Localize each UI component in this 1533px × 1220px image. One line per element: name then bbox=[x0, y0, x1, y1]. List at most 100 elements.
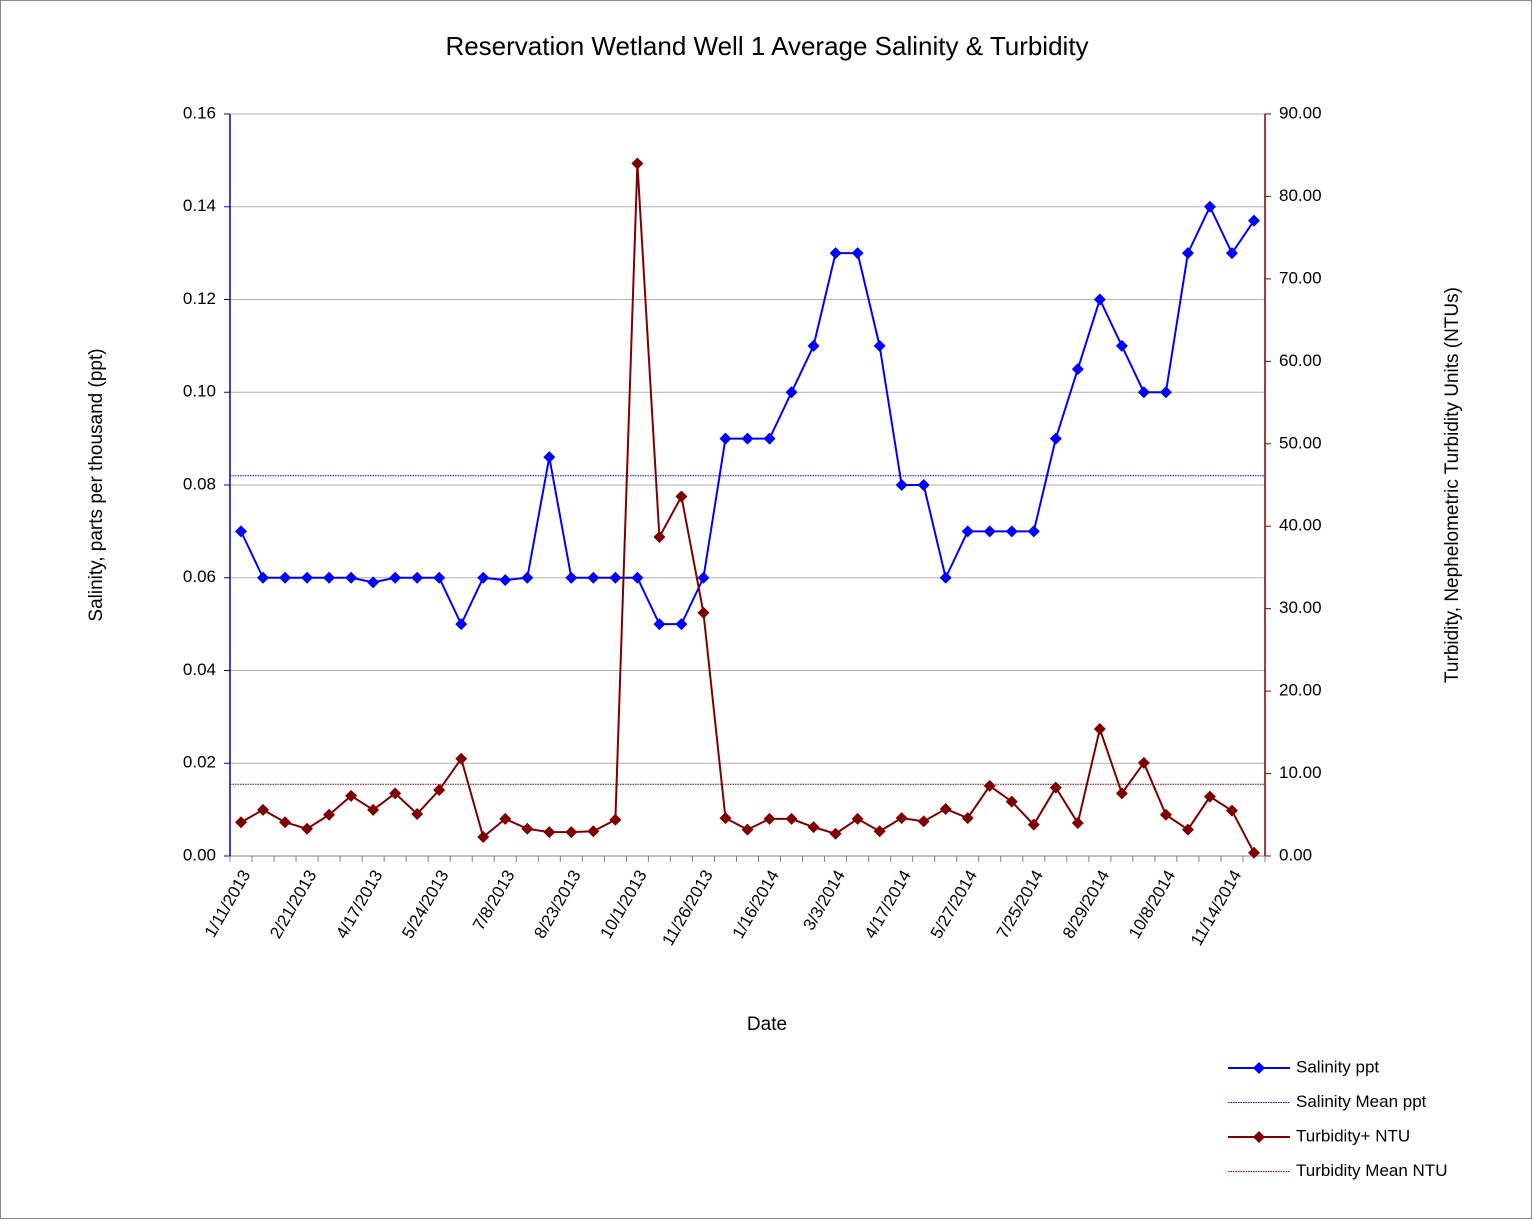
data-point bbox=[719, 432, 732, 445]
data-point bbox=[587, 571, 600, 584]
data-point bbox=[1137, 756, 1150, 769]
data-point bbox=[1005, 525, 1018, 538]
data-point bbox=[323, 571, 336, 584]
data-point bbox=[411, 571, 424, 584]
data-point bbox=[785, 386, 798, 399]
data-point bbox=[433, 784, 446, 797]
y2-tick-label: 70.00 bbox=[1279, 268, 1322, 287]
y-tick-label: 0.10 bbox=[183, 382, 216, 401]
y-tick-label: 0.14 bbox=[183, 196, 216, 215]
y2-tick-label: 0.00 bbox=[1279, 845, 1312, 864]
data-point bbox=[961, 812, 974, 825]
data-point bbox=[389, 787, 402, 800]
y-tick-label: 0.12 bbox=[183, 289, 216, 308]
data-point bbox=[257, 571, 270, 584]
y2-tick-label: 50.00 bbox=[1279, 433, 1322, 452]
data-point bbox=[1093, 723, 1106, 736]
data-point bbox=[367, 803, 380, 816]
data-point bbox=[235, 816, 248, 829]
data-point bbox=[1027, 525, 1040, 538]
data-point bbox=[587, 825, 600, 838]
data-point bbox=[543, 826, 556, 839]
y-tick-label: 0.08 bbox=[183, 474, 216, 493]
y-tick-label: 0.00 bbox=[183, 845, 216, 864]
data-point bbox=[807, 821, 820, 834]
data-point bbox=[675, 618, 688, 631]
legend-label: Salinity Mean ppt bbox=[1296, 1092, 1427, 1111]
data-point bbox=[565, 571, 578, 584]
data-point bbox=[697, 571, 710, 584]
data-point bbox=[983, 779, 996, 792]
data-point bbox=[455, 752, 468, 765]
data-point bbox=[785, 812, 798, 825]
data-point bbox=[345, 789, 358, 802]
y-axis-label: Salinity, parts per thousand (ppt) bbox=[86, 348, 107, 621]
data-point bbox=[983, 525, 996, 538]
data-point bbox=[301, 822, 314, 835]
data-point bbox=[1159, 386, 1172, 399]
legend-label: Salinity ppt bbox=[1296, 1057, 1379, 1076]
y2-tick-label: 30.00 bbox=[1279, 598, 1322, 617]
y2-tick-label: 60.00 bbox=[1279, 351, 1322, 370]
data-point bbox=[565, 826, 578, 839]
data-point bbox=[1181, 823, 1194, 836]
data-point bbox=[631, 157, 644, 170]
data-point bbox=[521, 822, 534, 835]
data-point bbox=[1225, 247, 1238, 260]
data-point bbox=[1247, 846, 1260, 859]
y-tick-label: 0.06 bbox=[183, 567, 216, 586]
legend-label: Turbidity+ NTU bbox=[1296, 1126, 1410, 1145]
data-point bbox=[675, 490, 688, 503]
y-tick-label: 0.02 bbox=[183, 753, 216, 772]
data-point bbox=[917, 479, 930, 491]
data-point bbox=[917, 815, 930, 828]
data-point bbox=[499, 812, 512, 825]
data-point bbox=[455, 618, 468, 631]
data-point bbox=[653, 618, 666, 631]
data-point bbox=[521, 571, 534, 584]
data-point bbox=[543, 451, 556, 464]
data-point bbox=[939, 571, 952, 584]
data-point bbox=[851, 247, 864, 260]
data-point bbox=[1115, 787, 1128, 800]
data-point bbox=[741, 432, 754, 445]
data-point bbox=[851, 812, 864, 825]
data-point bbox=[873, 825, 886, 838]
data-point bbox=[1071, 363, 1084, 376]
data-point bbox=[301, 571, 314, 584]
data-point bbox=[719, 812, 732, 825]
data-point bbox=[763, 812, 776, 825]
data-point bbox=[895, 812, 908, 825]
data-point bbox=[477, 831, 490, 844]
data-point bbox=[1115, 339, 1128, 352]
data-point bbox=[1247, 214, 1260, 227]
data-point bbox=[1071, 817, 1084, 830]
data-point bbox=[1181, 247, 1194, 260]
data-point bbox=[477, 571, 490, 584]
data-point bbox=[763, 432, 776, 445]
data-point bbox=[873, 339, 886, 352]
chart-title: Reservation Wetland Well 1 Average Salin… bbox=[445, 31, 1088, 61]
y2-tick-label: 10.00 bbox=[1279, 763, 1322, 782]
legend-label: Turbidity Mean NTU bbox=[1296, 1161, 1447, 1180]
data-point bbox=[279, 571, 292, 584]
y2-tick-label: 20.00 bbox=[1279, 681, 1322, 700]
data-point bbox=[895, 479, 908, 491]
data-point bbox=[235, 525, 248, 538]
data-point bbox=[1027, 818, 1040, 831]
data-point bbox=[609, 571, 622, 584]
data-point bbox=[653, 530, 666, 543]
data-point bbox=[1049, 432, 1062, 445]
data-point bbox=[389, 571, 402, 584]
data-point bbox=[609, 813, 622, 826]
y-tick-label: 0.16 bbox=[183, 103, 216, 122]
data-point bbox=[631, 571, 644, 584]
data-point bbox=[961, 525, 974, 538]
y2-tick-label: 90.00 bbox=[1279, 103, 1322, 122]
y2-tick-label: 40.00 bbox=[1279, 516, 1322, 535]
data-point bbox=[697, 606, 710, 619]
data-point bbox=[1159, 808, 1172, 821]
y2-axis-label: Turbidity, Nephelometric Turbidity Units… bbox=[1442, 287, 1463, 683]
